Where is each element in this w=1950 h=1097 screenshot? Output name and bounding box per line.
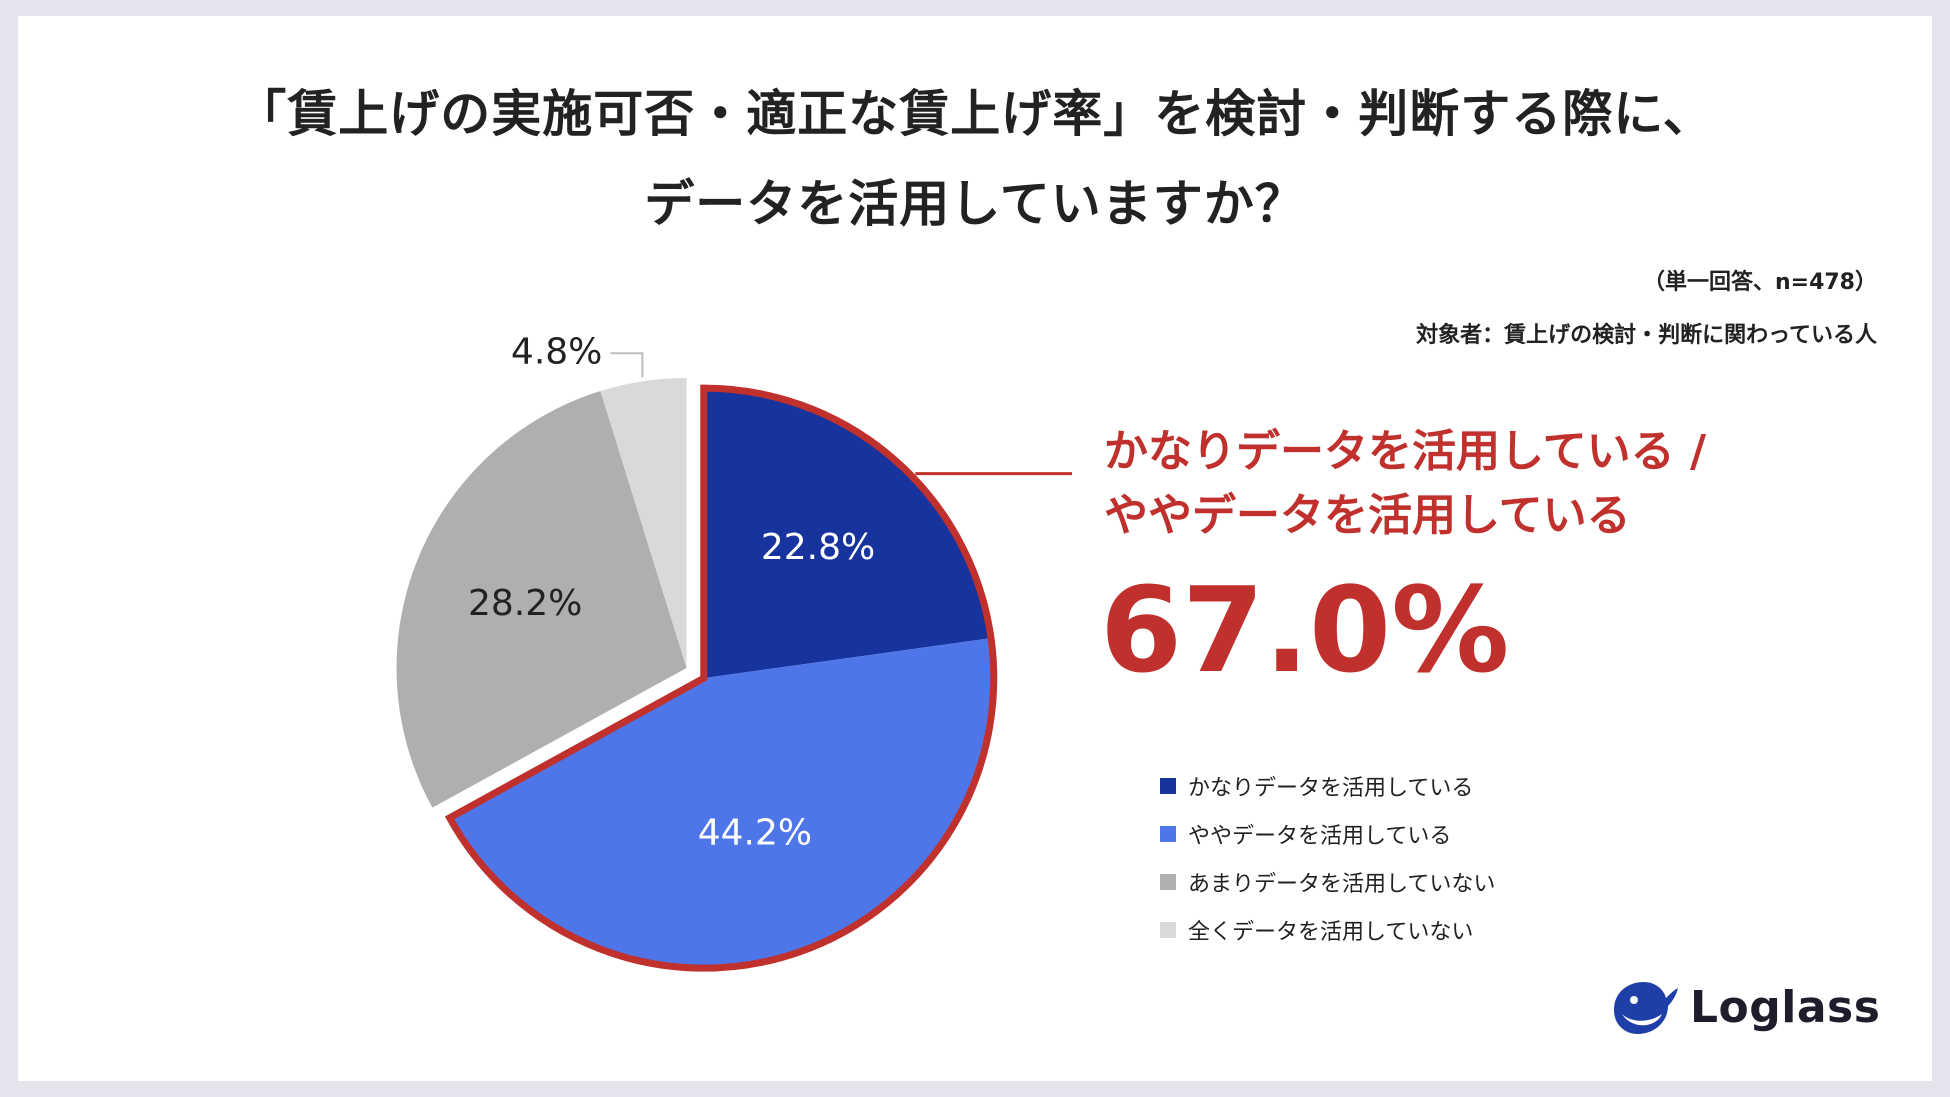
pie-slice-1 bbox=[703, 388, 992, 679]
legend: かなりデータを活用している ややデータを活用しているあまりデータを活用していない全… bbox=[1160, 762, 1495, 954]
slice-label-2: 44.2% bbox=[698, 812, 812, 853]
legend-swatch bbox=[1160, 778, 1176, 794]
brand-name: Loglass bbox=[1690, 981, 1881, 1033]
legend-label: ややデータを活用している bbox=[1188, 824, 1452, 849]
target-note: 対象者：賃上げの検討・判断に関わっている人 bbox=[1416, 323, 1877, 348]
legend-item-1: かなりデータを活用している bbox=[1160, 762, 1495, 810]
pie-slice-3 bbox=[396, 391, 687, 808]
slice-label-3: 28.2% bbox=[468, 583, 582, 624]
slice-label-1: 22.8% bbox=[761, 527, 875, 568]
legend-item-2: ややデータを活用している bbox=[1160, 810, 1495, 858]
highlight-outline bbox=[444, 384, 998, 972]
legend-label: 全くデータを活用していない bbox=[1188, 920, 1474, 945]
whale-logo-icon bbox=[1614, 982, 1678, 1034]
small-slice-leader-line bbox=[610, 352, 644, 378]
slice-label-4: 4.8% bbox=[511, 331, 602, 372]
legend-item-4: 全くデータを活用していない bbox=[1160, 906, 1495, 954]
pie-slice-2 bbox=[449, 638, 994, 969]
legend-swatch bbox=[1160, 922, 1176, 938]
legend-swatch bbox=[1160, 874, 1176, 890]
legend-label: あまりデータを活用していない bbox=[1188, 872, 1496, 897]
legend-swatch bbox=[1160, 826, 1176, 842]
highlight-total: 67.0% bbox=[1100, 561, 1510, 699]
sample-note: （単一回答、n=478） bbox=[1642, 270, 1877, 295]
highlight-callout: かなりデータを活用している / ややデータを活用している bbox=[1104, 420, 1706, 548]
legend-item-3: あまりデータを活用していない bbox=[1160, 858, 1495, 906]
chart-title-line1: 「賃上げの実施可否・適正な賃上げ率」を検討・判断する際に、 bbox=[236, 85, 1714, 143]
chart-title-line2: データを活用していますか？ bbox=[644, 175, 1306, 233]
callout-line2: ややデータを活用している bbox=[1104, 490, 1631, 541]
callout-line1: かなりデータを活用している / bbox=[1104, 426, 1707, 477]
pie-slice-4 bbox=[600, 377, 687, 668]
legend-label: かなりデータを活用している bbox=[1188, 776, 1474, 801]
brand-logo: Loglass bbox=[1608, 976, 1880, 1038]
chart-card bbox=[18, 16, 1932, 1081]
